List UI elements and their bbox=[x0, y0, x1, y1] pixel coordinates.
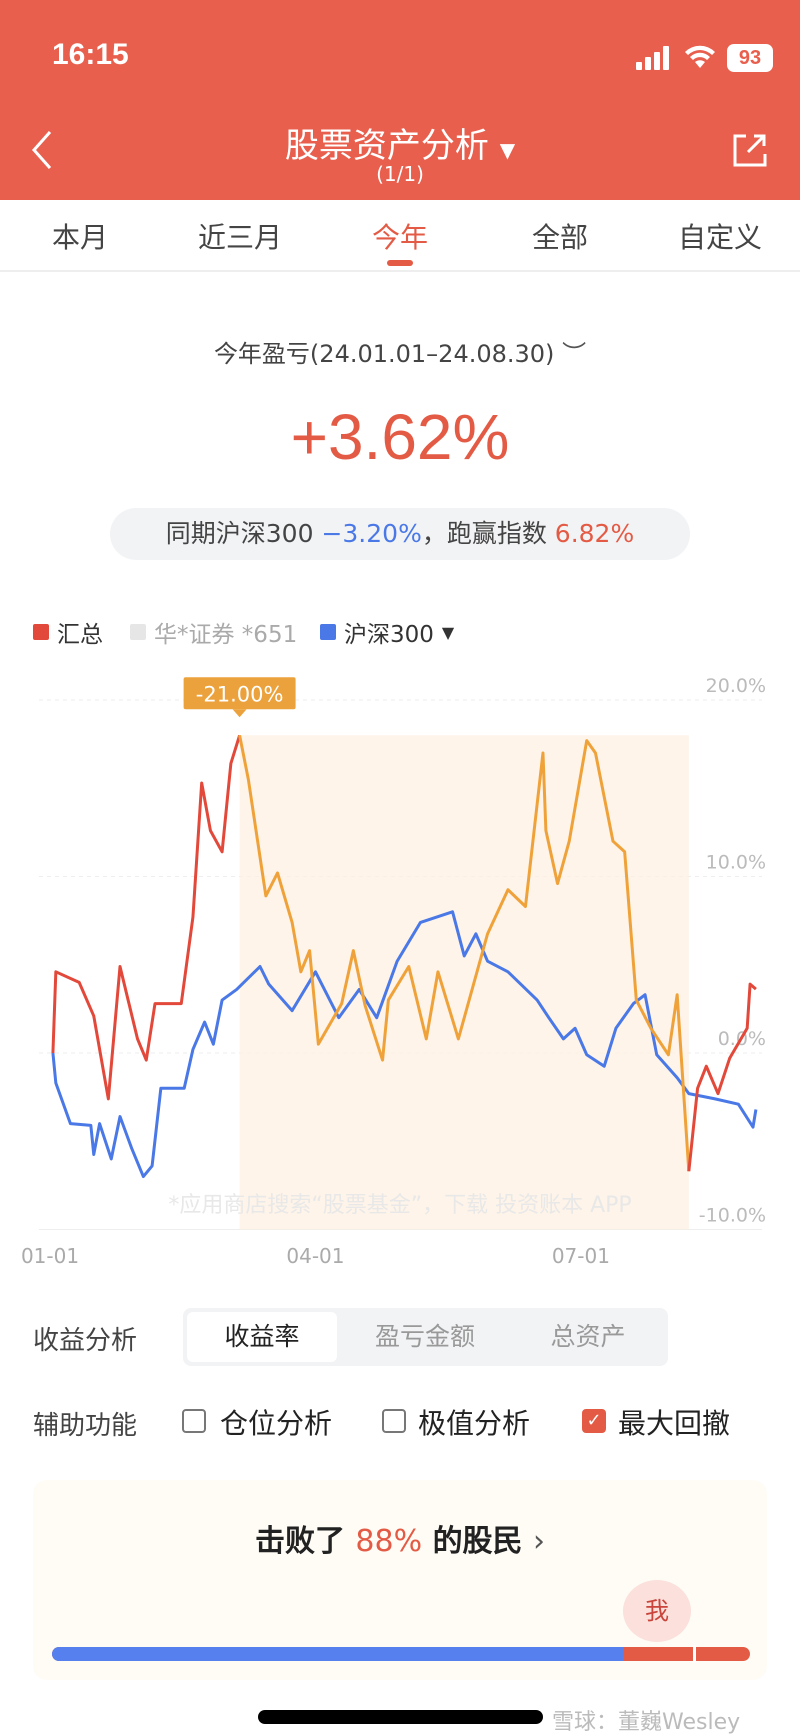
rank-bar-marker bbox=[693, 1645, 697, 1663]
back-icon[interactable] bbox=[28, 130, 54, 170]
extreme-analysis-label[interactable]: 极值分析 bbox=[418, 1407, 531, 1440]
page-title[interactable]: 股票资产分析 ▼ bbox=[0, 118, 800, 167]
y-tick-label: 10.0% bbox=[706, 852, 766, 874]
chart-watermark: *应用商店搜索“股票基金”，下载 投资账本 APP bbox=[168, 1193, 631, 1218]
rank-suffix: 的股民 bbox=[432, 1524, 523, 1559]
rank-prefix: 击败了 bbox=[254, 1524, 345, 1559]
rank-text[interactable]: 击败了 88% 的股民 › bbox=[0, 1516, 800, 1560]
position-analysis-checkbox[interactable] bbox=[182, 1409, 206, 1433]
rank-percent: 88% bbox=[355, 1524, 423, 1559]
legend-label: 汇总 bbox=[57, 622, 103, 648]
page-subtitle: (1/1) bbox=[376, 162, 424, 186]
legend-label: 沪深300 bbox=[344, 622, 434, 648]
y-tick-label: -10.0% bbox=[699, 1205, 766, 1227]
signal-icon bbox=[636, 46, 669, 70]
y-tick-label: 20.0% bbox=[706, 675, 766, 697]
rank-card[interactable] bbox=[33, 1480, 767, 1680]
position-analysis-label[interactable]: 仓位分析 bbox=[220, 1407, 333, 1440]
period-pnl-label: 今年盈亏(24.01.01–24.08.30) ︶ bbox=[0, 334, 800, 369]
app-header: 16:15 93 股票资产分析 ▼ (1/1) bbox=[0, 0, 800, 200]
analysis-label: 收益分析 bbox=[33, 1326, 138, 1356]
drawdown-area bbox=[239, 735, 689, 1230]
legend-label: 华*证券 *651 bbox=[154, 622, 298, 648]
compare-label: 同期沪深300 bbox=[165, 519, 314, 548]
tab-all[interactable]: 全部 bbox=[531, 221, 589, 254]
max-drawdown-label[interactable]: 最大回撤 bbox=[618, 1407, 731, 1440]
aux-label: 辅助功能 bbox=[33, 1411, 138, 1441]
rank-bar bbox=[52, 1647, 750, 1661]
legend-swatch bbox=[320, 624, 336, 640]
period-tabs: 本月 近三月 今年 全部 自定义 bbox=[0, 200, 800, 272]
legend-swatch bbox=[130, 624, 146, 640]
hide-eye-icon[interactable]: ︶ bbox=[562, 340, 587, 368]
me-marker: 我 bbox=[623, 1580, 691, 1642]
watermark: 雪球：董巍Wesley bbox=[552, 1710, 741, 1735]
share-icon[interactable] bbox=[732, 132, 768, 168]
series-line-drawdown bbox=[238, 735, 691, 1172]
analysis-segmented-control: 收益率 盈亏金额 总资产 bbox=[183, 1308, 668, 1366]
option-total-assets[interactable]: 总资产 bbox=[550, 1322, 626, 1351]
extreme-analysis-checkbox[interactable] bbox=[382, 1409, 406, 1433]
benchmark-compare: 同期沪深300 −3.20%，跑赢指数 6.82% bbox=[110, 508, 690, 560]
drawdown-tooltip: -21.00% bbox=[183, 677, 296, 718]
rank-bar-fill bbox=[52, 1647, 624, 1661]
beat-value: 6.82% bbox=[554, 519, 635, 548]
max-drawdown-checkbox[interactable]: ✓ bbox=[582, 1409, 606, 1433]
tab-this-month[interactable]: 本月 bbox=[51, 221, 109, 254]
page-title-text: 股票资产分析 bbox=[284, 126, 489, 166]
status-time: 16:15 bbox=[52, 38, 129, 71]
legend-summary[interactable]: 汇总 bbox=[33, 615, 103, 649]
tab-custom[interactable]: 自定义 bbox=[677, 221, 763, 254]
x-tick-label: 07-01 bbox=[552, 1244, 610, 1268]
tab-this-year[interactable]: 今年 bbox=[371, 221, 429, 254]
drawdown-label: -21.00% bbox=[196, 682, 284, 706]
benchmark-value: −3.20% bbox=[321, 519, 422, 548]
period-pnl-text: 今年盈亏(24.01.01–24.08.30) bbox=[213, 340, 555, 368]
dropdown-caret-icon[interactable]: ▼ bbox=[499, 138, 516, 162]
pnl-percent: +3.62% bbox=[290, 401, 510, 473]
battery-indicator: 93 bbox=[727, 44, 773, 72]
option-return-rate[interactable]: 收益率 bbox=[187, 1312, 337, 1362]
series-line-summary bbox=[51, 734, 242, 1101]
beat-label: ，跑赢指数 bbox=[421, 519, 547, 548]
option-pnl-amount[interactable]: 盈亏金额 bbox=[374, 1322, 475, 1351]
tab-three-months[interactable]: 近三月 bbox=[197, 221, 283, 254]
chevron-right-icon: › bbox=[533, 1524, 546, 1559]
x-tick-label: 01-01 bbox=[21, 1244, 79, 1268]
wifi-icon bbox=[685, 45, 715, 68]
series-line-csi300 bbox=[51, 910, 758, 1179]
series-line-summary-after bbox=[687, 982, 757, 1172]
active-tab-indicator bbox=[387, 260, 413, 266]
legend-account[interactable]: 华*证券 *651 bbox=[130, 615, 297, 649]
legend-swatch bbox=[33, 624, 49, 640]
legend-dropdown-icon[interactable]: ▼ bbox=[441, 622, 455, 642]
home-indicator[interactable] bbox=[258, 1710, 543, 1724]
legend-csi300[interactable]: 沪深300 ▼ bbox=[320, 615, 454, 649]
return-chart[interactable]: 20.0%10.0%0.0%-10.0%01-01 04-01 07-01 *应用商… bbox=[0, 0, 800, 1290]
x-tick-label: 04-01 bbox=[286, 1244, 344, 1268]
